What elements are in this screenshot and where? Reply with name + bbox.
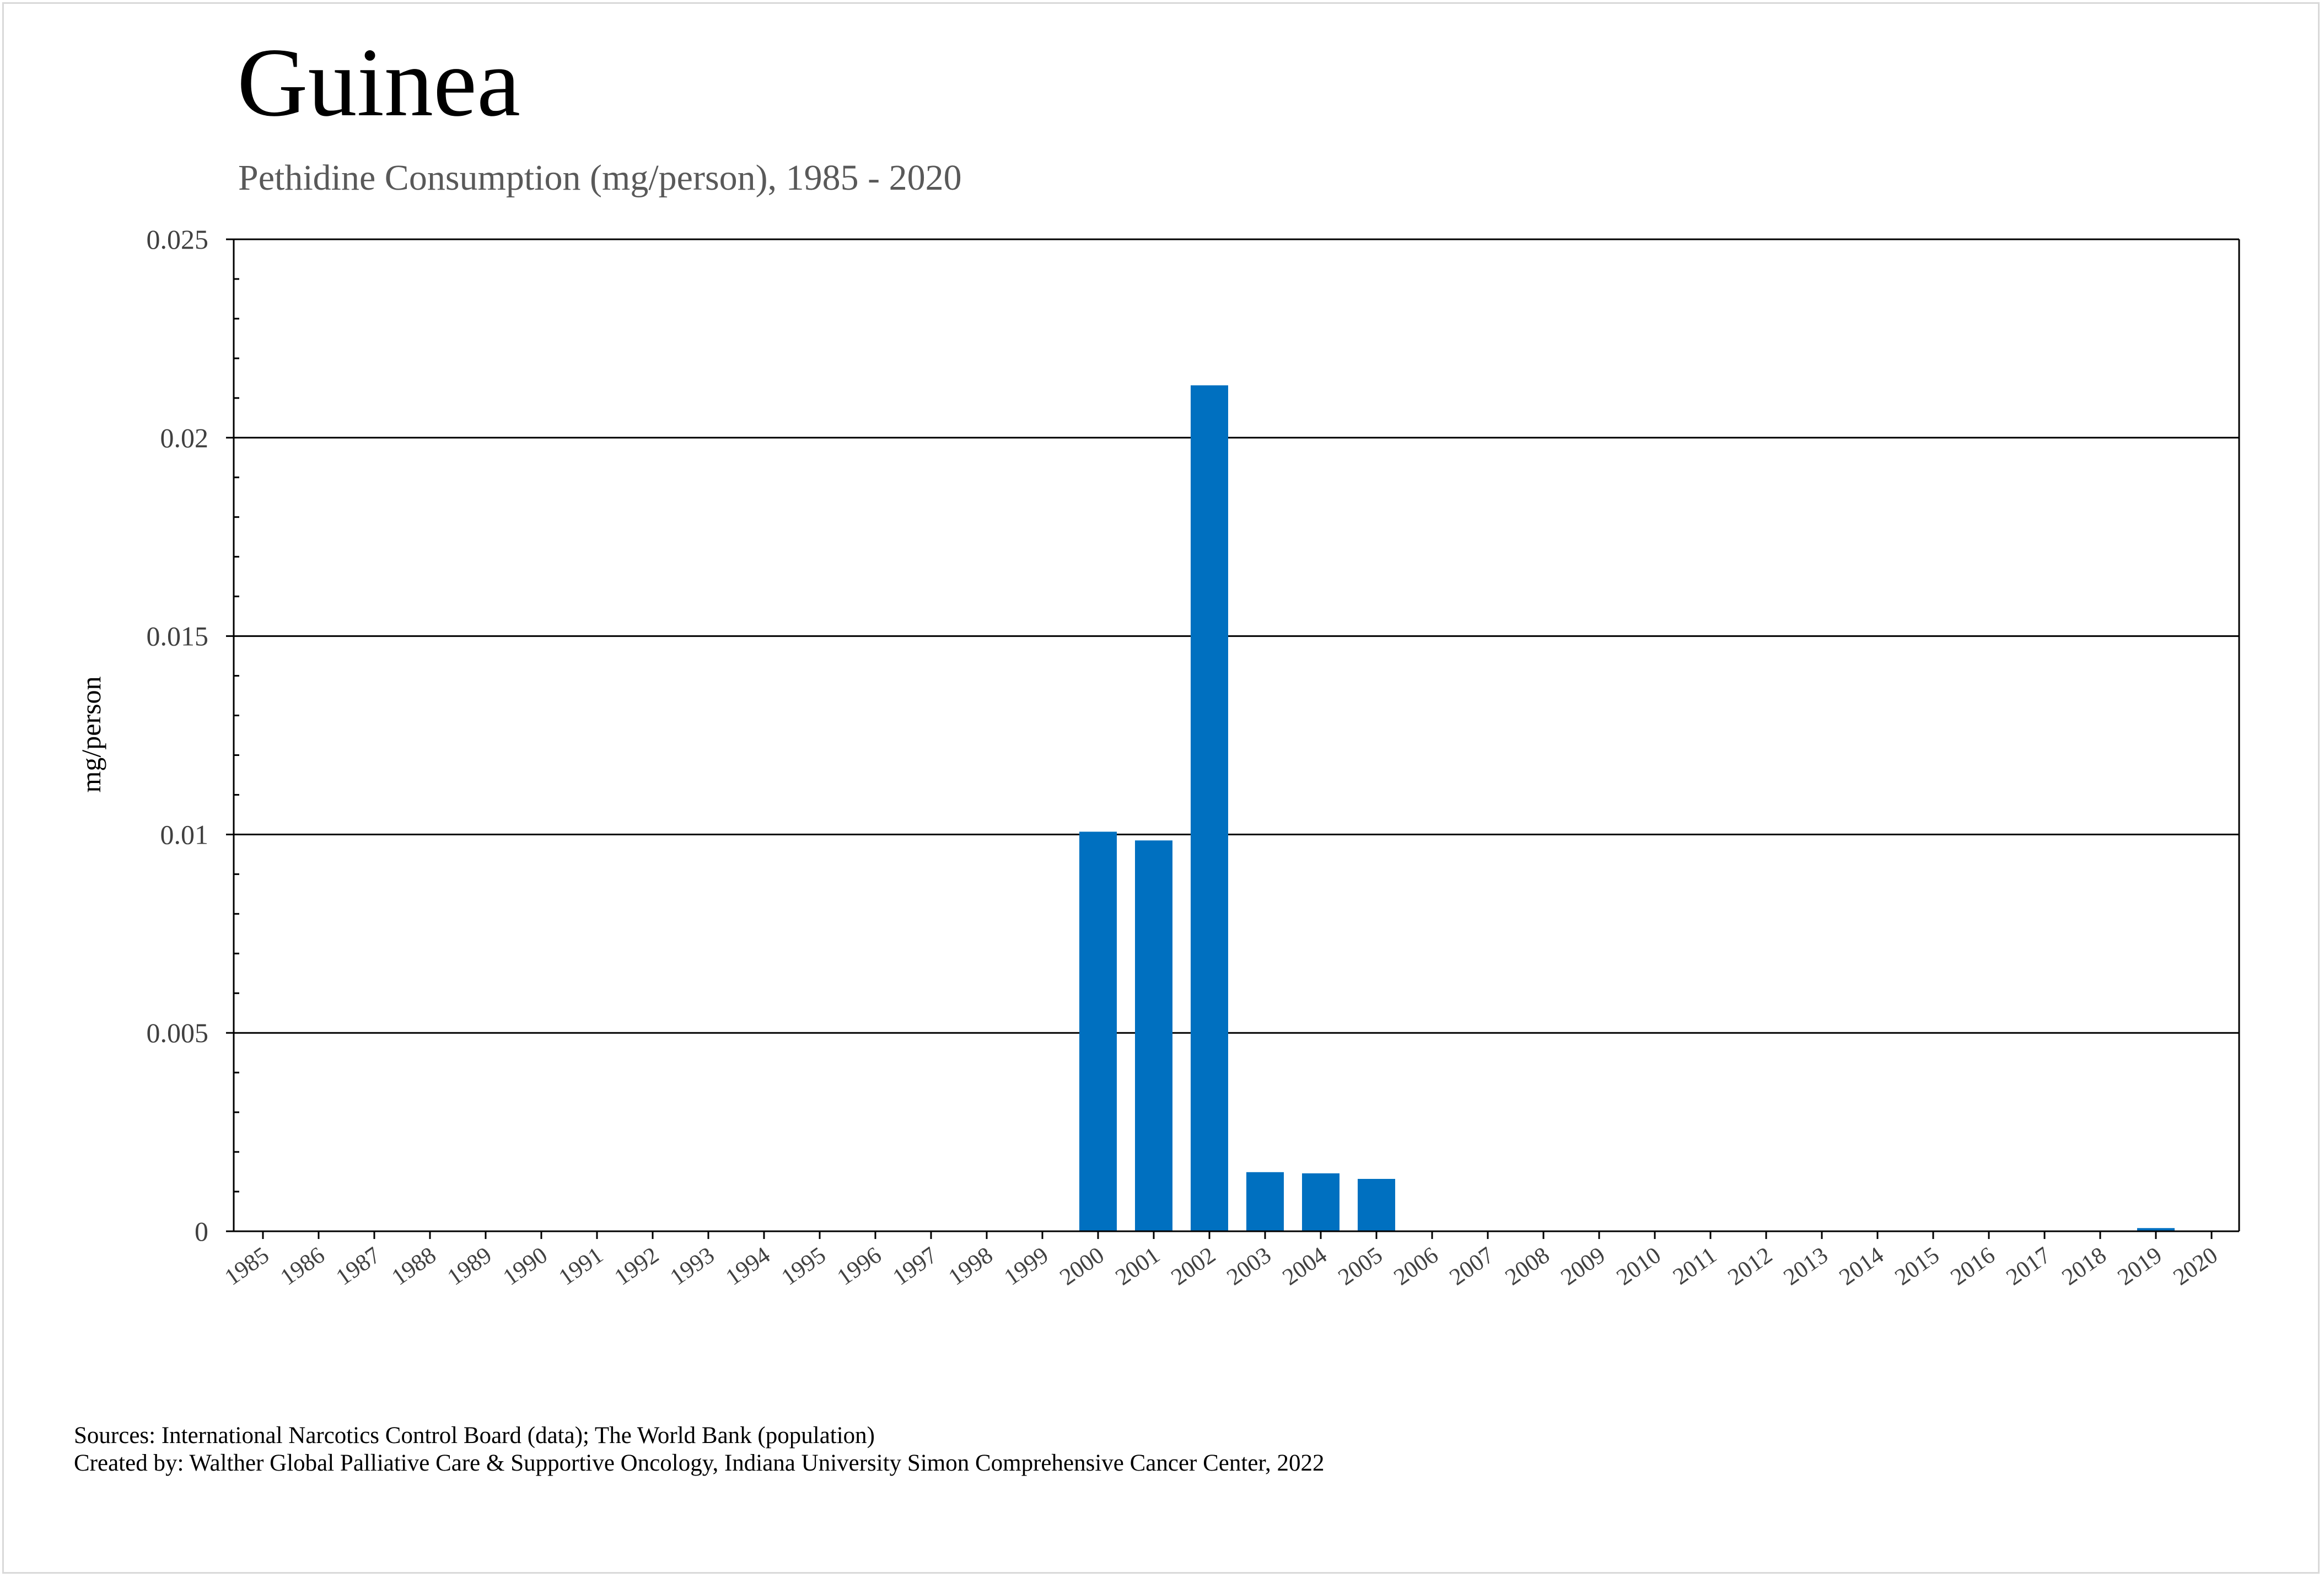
x-tick-label: 1992 [610, 1242, 663, 1291]
x-tick-label: 1993 [665, 1242, 719, 1291]
x-tick-label: 2002 [1166, 1242, 1220, 1291]
x-tick-label: 1986 [276, 1242, 329, 1291]
credit-note: Created by: Walther Global Palliative Ca… [74, 1450, 1325, 1476]
chart-subtitle: Pethidine Consumption (mg/person), 1985 … [238, 158, 962, 198]
x-tick-label: 1985 [220, 1242, 273, 1291]
bar-2000 [1079, 832, 1117, 1231]
x-tick-label: 2015 [1890, 1242, 1944, 1291]
y-tick-label: 0 [195, 1216, 208, 1247]
x-tick-label: 2013 [1779, 1242, 1832, 1291]
x-tick-label: 2019 [2113, 1242, 2166, 1291]
x-tick-label: 1999 [999, 1242, 1053, 1291]
x-tick-label: 1995 [777, 1242, 830, 1291]
y-tick-label: 0.02 [160, 422, 209, 453]
x-tick-label: 2014 [1835, 1242, 1888, 1291]
chart-title: Guinea [237, 28, 521, 137]
bar-2002 [1191, 385, 1228, 1232]
bar-2003 [1246, 1172, 1284, 1231]
x-tick-label: 1990 [498, 1242, 552, 1291]
x-tick-label: 2010 [1612, 1242, 1665, 1291]
x-tick-label: 2003 [1222, 1242, 1276, 1291]
x-tick-label: 2001 [1111, 1242, 1164, 1291]
bar-2019 [2137, 1228, 2175, 1231]
y-tick-label: 0.015 [147, 621, 209, 652]
x-tick-label: 2011 [1669, 1242, 1722, 1290]
x-tick-label: 2006 [1389, 1242, 1443, 1291]
x-tick-label: 1998 [944, 1242, 997, 1291]
y-axis-label: mg/person [76, 676, 106, 792]
x-tick-label: 2005 [1333, 1242, 1387, 1291]
x-tick-label: 2004 [1278, 1242, 1331, 1291]
x-tick-label: 1989 [443, 1242, 496, 1291]
y-tick-labels: 0 0.005 0.01 0.015 0.02 0.025 [147, 224, 209, 1247]
bar-2004 [1302, 1173, 1339, 1231]
x-tick-label: 2012 [1723, 1242, 1777, 1291]
x-tick-label: 1987 [331, 1242, 385, 1291]
x-tick-label: 2008 [1500, 1242, 1554, 1291]
axes [226, 238, 2240, 1239]
x-tick-label: 2000 [1055, 1242, 1109, 1291]
x-tick-label: 1994 [721, 1242, 774, 1291]
y-tick-label: 0.005 [147, 1017, 209, 1048]
gridlines [234, 238, 2239, 1034]
x-tick-label: 2017 [2002, 1242, 2055, 1291]
x-tick-label: 2018 [2057, 1242, 2111, 1291]
bar-2001 [1135, 840, 1172, 1231]
x-tick-label: 2016 [1946, 1242, 1999, 1291]
bar-2005 [1358, 1179, 1395, 1231]
x-tick-label: 2009 [1556, 1242, 1610, 1291]
y-tick-label: 0.01 [160, 819, 209, 850]
x-tick-label: 1988 [387, 1242, 440, 1291]
x-tick-label: 1996 [832, 1242, 886, 1291]
x-tick-label: 2007 [1445, 1242, 1498, 1291]
x-tick-label: 2020 [2169, 1242, 2222, 1291]
x-tick-label: 1991 [554, 1242, 607, 1291]
sources-note: Sources: International Narcotics Control… [74, 1423, 875, 1449]
x-tick-labels: 1985 1986 1987 1988 1989 1990 1991 1992 1993 1994… [220, 1242, 2222, 1291]
bars [1079, 385, 2175, 1232]
x-tick-label: 1997 [888, 1242, 942, 1291]
y-tick-label: 0.025 [147, 224, 209, 255]
